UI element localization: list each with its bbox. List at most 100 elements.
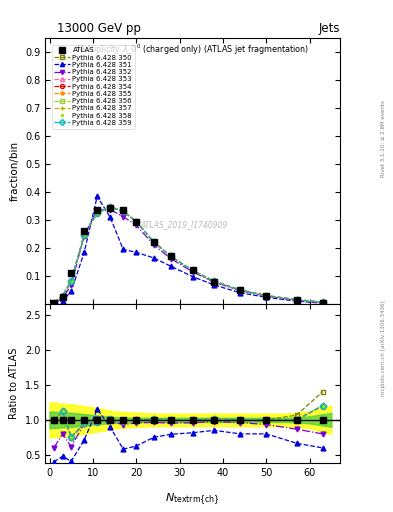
Pythia 6.428 350 xyxy=(169,253,173,260)
Pythia 6.428 350 xyxy=(60,293,65,299)
Pythia 6.428 357 xyxy=(294,297,299,303)
Pythia 6.428 352 xyxy=(212,279,217,285)
Pythia 6.428 358 xyxy=(320,299,325,305)
Pythia 6.428 356 xyxy=(82,232,86,238)
Line: Pythia 6.428 355: Pythia 6.428 355 xyxy=(51,205,325,305)
Pythia 6.428 353 xyxy=(294,297,299,303)
Pythia 6.428 354 xyxy=(69,278,73,284)
Text: ATLAS_2019_I1740909: ATLAS_2019_I1740909 xyxy=(140,220,228,229)
Pythia 6.428 351 xyxy=(294,298,299,304)
Text: $N_{\rm textrm\{ch\}}$: $N_{\rm textrm\{ch\}}$ xyxy=(165,492,220,508)
Line: Pythia 6.428 354: Pythia 6.428 354 xyxy=(51,205,325,305)
Legend: ATLAS, Pythia 6.428 350, Pythia 6.428 351, Pythia 6.428 352, Pythia 6.428 353, P: ATLAS, Pythia 6.428 350, Pythia 6.428 35… xyxy=(51,45,135,129)
Text: 13000 GeV pp: 13000 GeV pp xyxy=(57,22,141,35)
Pythia 6.428 358 xyxy=(190,267,195,273)
Pythia 6.428 352 xyxy=(69,282,73,288)
Pythia 6.428 351 xyxy=(190,273,195,280)
Pythia 6.428 357 xyxy=(151,239,156,245)
ATLAS xyxy=(95,207,99,214)
Pythia 6.428 355 xyxy=(121,208,126,215)
Pythia 6.428 355 xyxy=(82,232,86,238)
Pythia 6.428 359 xyxy=(95,209,99,216)
Pythia 6.428 351 xyxy=(169,263,173,269)
Pythia 6.428 350 xyxy=(95,210,99,216)
Pythia 6.428 352 xyxy=(82,232,86,239)
Pythia 6.428 356 xyxy=(294,297,299,303)
Pythia 6.428 359 xyxy=(51,300,56,306)
Pythia 6.428 355 xyxy=(69,278,73,284)
Pythia 6.428 355 xyxy=(108,204,112,210)
Pythia 6.428 355 xyxy=(169,253,173,260)
Pythia 6.428 355 xyxy=(60,293,65,299)
Pythia 6.428 359 xyxy=(294,297,299,303)
Pythia 6.428 356 xyxy=(51,300,56,306)
Pythia 6.428 358 xyxy=(151,239,156,245)
Pythia 6.428 352 xyxy=(108,206,112,212)
Pythia 6.428 355 xyxy=(320,299,325,305)
Pythia 6.428 351 xyxy=(51,301,56,307)
Text: Rivet 3.1.10; ≥ 2.8M events: Rivet 3.1.10; ≥ 2.8M events xyxy=(381,100,386,177)
ATLAS xyxy=(51,300,56,306)
Pythia 6.428 353 xyxy=(212,279,217,285)
Pythia 6.428 351 xyxy=(121,246,126,252)
Pythia 6.428 355 xyxy=(190,267,195,273)
Pythia 6.428 358 xyxy=(51,300,56,306)
ATLAS xyxy=(320,300,325,306)
Line: Pythia 6.428 352: Pythia 6.428 352 xyxy=(51,207,325,306)
Pythia 6.428 353 xyxy=(69,278,73,284)
Pythia 6.428 353 xyxy=(60,293,65,299)
Pythia 6.428 350 xyxy=(121,208,126,214)
Pythia 6.428 353 xyxy=(134,219,139,225)
Pythia 6.428 358 xyxy=(121,208,126,215)
Pythia 6.428 359 xyxy=(82,232,86,238)
Line: ATLAS: ATLAS xyxy=(51,204,326,306)
Pythia 6.428 354 xyxy=(238,287,242,293)
Pythia 6.428 358 xyxy=(134,219,139,225)
Line: Pythia 6.428 359: Pythia 6.428 359 xyxy=(51,205,325,305)
Pythia 6.428 359 xyxy=(320,299,325,305)
Pythia 6.428 353 xyxy=(238,287,242,293)
Pythia 6.428 353 xyxy=(51,300,56,306)
Pythia 6.428 359 xyxy=(69,278,73,284)
Pythia 6.428 357 xyxy=(320,299,325,305)
Pythia 6.428 351 xyxy=(82,249,86,255)
Pythia 6.428 359 xyxy=(60,293,65,299)
Pythia 6.428 358 xyxy=(169,253,173,260)
Pythia 6.428 359 xyxy=(108,204,112,210)
Pythia 6.428 350 xyxy=(82,232,86,239)
Pythia 6.428 353 xyxy=(190,267,195,273)
Pythia 6.428 359 xyxy=(169,253,173,260)
ATLAS xyxy=(169,253,173,260)
Pythia 6.428 355 xyxy=(212,279,217,285)
Pythia 6.428 357 xyxy=(82,232,86,238)
Pythia 6.428 358 xyxy=(60,293,65,299)
Pythia 6.428 359 xyxy=(212,279,217,285)
Pythia 6.428 357 xyxy=(60,293,65,299)
Pythia 6.428 353 xyxy=(95,209,99,216)
Pythia 6.428 356 xyxy=(151,239,156,245)
Pythia 6.428 355 xyxy=(95,209,99,216)
Pythia 6.428 359 xyxy=(190,267,195,273)
Pythia 6.428 352 xyxy=(264,293,269,299)
Pythia 6.428 357 xyxy=(190,267,195,273)
Pythia 6.428 354 xyxy=(108,204,112,210)
Pythia 6.428 358 xyxy=(69,278,73,284)
Pythia 6.428 359 xyxy=(121,208,126,215)
Pythia 6.428 351 xyxy=(238,290,242,296)
Pythia 6.428 354 xyxy=(320,299,325,305)
Pythia 6.428 357 xyxy=(108,204,112,210)
Pythia 6.428 351 xyxy=(108,214,112,220)
Pythia 6.428 350 xyxy=(134,219,139,225)
Pythia 6.428 357 xyxy=(51,300,56,306)
Pythia 6.428 354 xyxy=(294,297,299,303)
Pythia 6.428 356 xyxy=(238,287,242,293)
Pythia 6.428 354 xyxy=(134,219,139,225)
ATLAS xyxy=(69,270,73,276)
ATLAS xyxy=(212,279,217,285)
Pythia 6.428 353 xyxy=(320,299,325,305)
Pythia 6.428 352 xyxy=(190,269,195,275)
Pythia 6.428 352 xyxy=(121,214,126,220)
Pythia 6.428 350 xyxy=(190,267,195,273)
Pythia 6.428 356 xyxy=(190,267,195,273)
ATLAS xyxy=(238,287,242,293)
